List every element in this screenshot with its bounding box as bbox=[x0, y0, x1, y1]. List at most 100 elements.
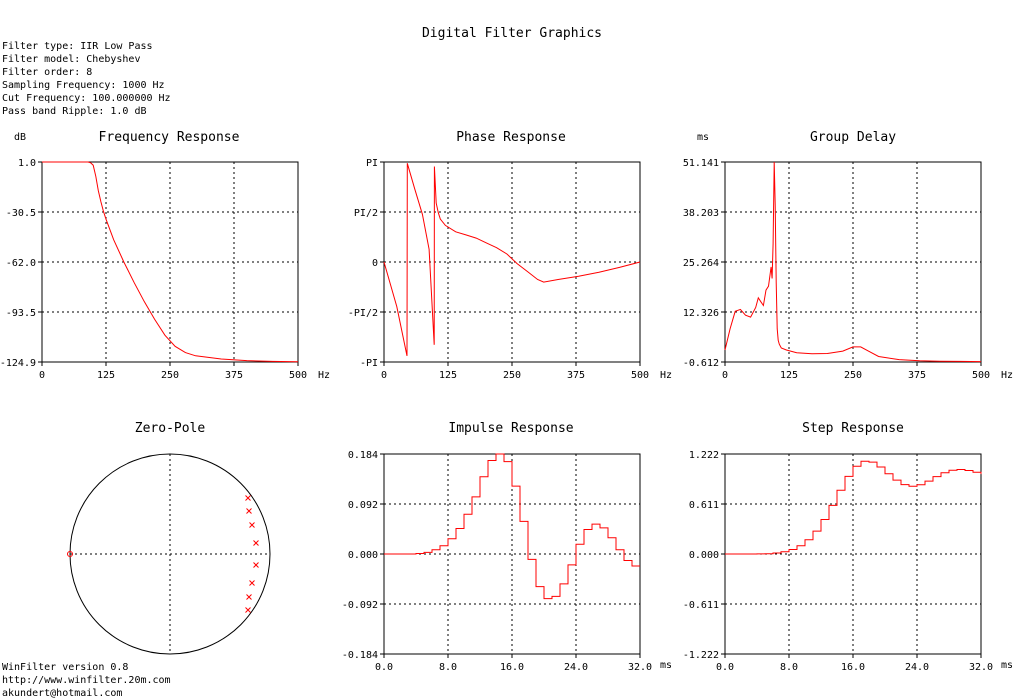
pole-marker bbox=[246, 508, 252, 514]
impulse-response-x-tick-label: 32.0 bbox=[628, 662, 652, 673]
impulse-response-title: Impulse Response bbox=[448, 421, 573, 436]
step-response-panel: Step Response ms 1.222 0.611 0.000 -0.611 -1… bbox=[683, 421, 1013, 673]
step-response-x-tick-label: 16.0 bbox=[841, 662, 865, 673]
group-delay-x-tick-label: 250 bbox=[844, 370, 862, 381]
group-delay-y-tick-label: 12.326 bbox=[683, 308, 719, 319]
impulse-response-x-tick-label: 16.0 bbox=[500, 662, 524, 673]
group-delay-x-tick-label: 375 bbox=[908, 370, 926, 381]
pole-marker bbox=[253, 540, 259, 546]
group-delay-title: Group Delay bbox=[810, 130, 896, 145]
filter-order-line: Filter order: 8 bbox=[2, 67, 93, 78]
group-delay-x-unit: Hz bbox=[1001, 370, 1013, 381]
step-response-y-tick-label: -0.611 bbox=[683, 600, 719, 611]
impulse-response-y-tick-label: -0.184 bbox=[342, 650, 378, 661]
zero-pole-title: Zero-Pole bbox=[135, 421, 206, 436]
website-link[interactable]: http://www.winfilter.20m.com bbox=[2, 675, 171, 686]
frequency-response-y-tick-label: -124.9 bbox=[0, 358, 36, 369]
frequency-response-title: Frequency Response bbox=[99, 130, 240, 145]
impulse-response-y-tick-label: 0.184 bbox=[348, 450, 378, 461]
frequency-response-x-unit: Hz bbox=[318, 370, 330, 381]
step-response-x-tick-label: 32.0 bbox=[969, 662, 993, 673]
group-delay-y-tick-label: 25.264 bbox=[683, 258, 719, 269]
frequency-response-x-tick-label: 125 bbox=[97, 370, 115, 381]
impulse-response-x-tick-label: 24.0 bbox=[564, 662, 588, 673]
page-title: Digital Filter Graphics bbox=[421, 26, 602, 41]
phase-response-trace bbox=[383, 163, 641, 357]
frequency-response-x-tick-label: 250 bbox=[161, 370, 179, 381]
impulse-response-x-unit: ms bbox=[660, 660, 672, 671]
frequency-response-plot: 1.0 -30.5 -62.0 -93.5 -124.90 125 250 375 500 bbox=[0, 158, 307, 381]
footer: WinFilter version 0.8 http://www.winfilt… bbox=[2, 661, 171, 700]
group-delay-x-tick-label: 125 bbox=[780, 370, 798, 381]
cut-frequency-line: Cut Frequency: 100.000000 Hz bbox=[2, 93, 171, 104]
step-response-y-tick-label: 0.000 bbox=[689, 550, 719, 561]
zero-pole-plot bbox=[67, 453, 271, 655]
step-response-title: Step Response bbox=[802, 421, 904, 436]
group-delay-trace bbox=[724, 161, 982, 363]
step-response-x-tick-label: 24.0 bbox=[905, 662, 929, 673]
step-response-x-tick-label: 8.0 bbox=[780, 662, 798, 673]
frequency-response-y-tick-label: -30.5 bbox=[6, 208, 36, 219]
pass-band-ripple-line: Pass band Ripple: 1.0 dB bbox=[2, 106, 147, 117]
frequency-response-y-tick-label: 1.0 bbox=[18, 158, 36, 169]
pole-marker bbox=[245, 607, 251, 613]
group-delay-y-unit: ms bbox=[697, 132, 709, 143]
phase-response-y-tick-label: -PI bbox=[360, 358, 378, 369]
step-response-x-tick-label: 0.0 bbox=[716, 662, 734, 673]
phase-response-x-tick-label: 0 bbox=[381, 370, 387, 381]
group-delay-x-tick-label: 0 bbox=[722, 370, 728, 381]
group-delay-y-tick-label: -0.612 bbox=[683, 358, 719, 369]
impulse-response-y-tick-label: -0.092 bbox=[342, 600, 378, 611]
pole-marker bbox=[249, 580, 255, 586]
step-response-y-tick-label: -1.222 bbox=[683, 650, 719, 661]
zero-pole-panel: Zero-Pole bbox=[67, 421, 271, 655]
unit-circle bbox=[69, 453, 271, 655]
group-delay-y-tick-label: 38.203 bbox=[683, 208, 719, 219]
frequency-response-x-tick-label: 0 bbox=[39, 370, 45, 381]
frequency-response-y-unit: dB bbox=[14, 132, 26, 143]
phase-response-y-tick-label: PI/2 bbox=[354, 208, 378, 219]
impulse-response-y-tick-label: 0.000 bbox=[348, 550, 378, 561]
version-text: WinFilter version 0.8 bbox=[2, 662, 129, 673]
impulse-response-x-tick-label: 0.0 bbox=[375, 662, 393, 673]
filter-type-line: Filter type: IIR Low Pass bbox=[2, 41, 153, 52]
pole-marker bbox=[245, 495, 251, 501]
phase-response-y-tick-label: PI bbox=[366, 158, 378, 169]
step-response-y-tick-label: 1.222 bbox=[689, 450, 719, 461]
group-delay-panel: Group Delay ms Hz 51.141 38.203 25.264 12.3… bbox=[683, 130, 1013, 381]
phase-response-x-tick-label: 250 bbox=[503, 370, 521, 381]
frequency-response-x-tick-label: 500 bbox=[289, 370, 307, 381]
pole-marker bbox=[253, 562, 259, 568]
frequency-response-panel: Frequency Response dB Hz 1.0 -30.5 -62.0 -9… bbox=[0, 130, 330, 381]
group-delay-y-tick-label: 51.141 bbox=[683, 158, 719, 169]
phase-response-x-tick-label: 375 bbox=[567, 370, 585, 381]
pole-marker bbox=[249, 522, 255, 528]
phase-response-x-unit: Hz bbox=[660, 370, 672, 381]
step-response-trace bbox=[725, 460, 982, 555]
filter-info: Filter type: IIR Low Pass Filter model: … bbox=[2, 40, 171, 118]
group-delay-x-tick-label: 500 bbox=[972, 370, 990, 381]
frequency-response-y-tick-label: -62.0 bbox=[6, 258, 36, 269]
phase-response-title: Phase Response bbox=[456, 130, 566, 145]
filter-model-line: Filter model: Chebyshev bbox=[2, 54, 141, 65]
step-response-x-unit: ms bbox=[1001, 660, 1013, 671]
phase-response-y-tick-label: 0 bbox=[372, 258, 378, 269]
zero-marker bbox=[67, 551, 73, 557]
frequency-response-trace bbox=[42, 161, 299, 363]
sampling-frequency-line: Sampling Frequency: 1000 Hz bbox=[2, 80, 165, 91]
frequency-response-x-tick-label: 375 bbox=[225, 370, 243, 381]
email-link[interactable]: akundert@hotmail.com bbox=[2, 688, 123, 699]
step-response-y-tick-label: 0.611 bbox=[689, 500, 719, 511]
pole-marker bbox=[246, 594, 252, 600]
impulse-response-y-tick-label: 0.092 bbox=[348, 500, 378, 511]
phase-response-x-tick-label: 125 bbox=[439, 370, 457, 381]
phase-response-x-tick-label: 500 bbox=[631, 370, 649, 381]
frequency-response-y-tick-label: -93.5 bbox=[6, 308, 36, 319]
phase-response-y-tick-label: -PI/2 bbox=[348, 308, 378, 319]
